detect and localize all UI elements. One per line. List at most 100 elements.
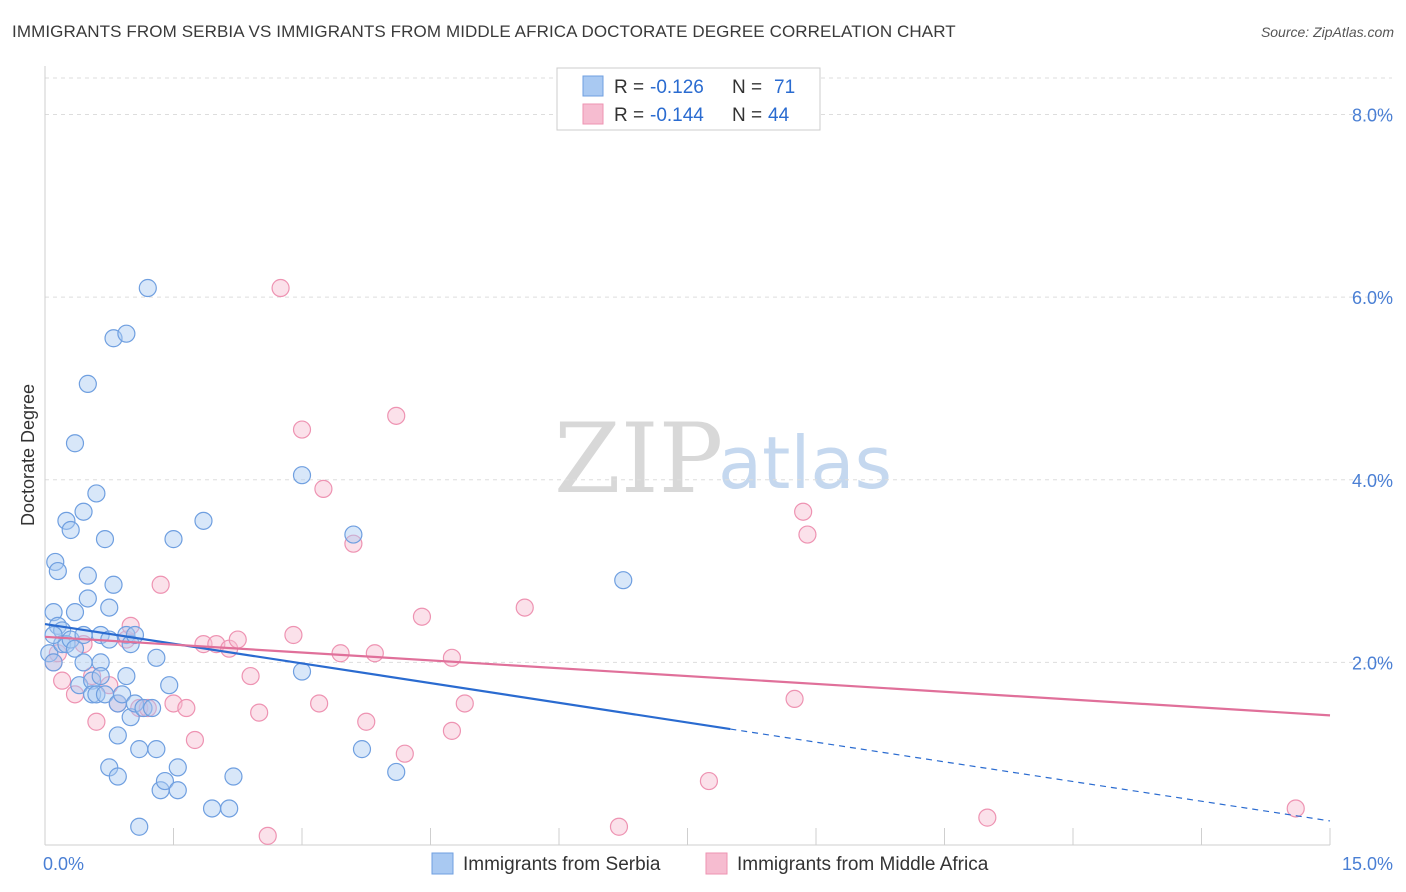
serbia-point-68 <box>387 762 406 782</box>
legend-n-label-2: N = <box>732 105 762 126</box>
serbia-point-47 <box>130 740 149 759</box>
trend-lines <box>44 622 1331 822</box>
middle-africa-point-15 <box>177 698 196 718</box>
serbia-point-9 <box>57 511 76 530</box>
source-label: Source: ZipAtlas.com <box>1260 24 1394 40</box>
serbia-point-2 <box>44 603 63 622</box>
legend-swatch-middle-africa <box>582 103 604 125</box>
serbia-point-30 <box>95 530 115 549</box>
legend-r-label-1: R = <box>614 77 644 98</box>
serbia-point-59 <box>168 758 187 777</box>
middle-africa-point-33 <box>387 406 406 425</box>
serbia-point-19 <box>78 589 97 608</box>
legend-n-value-1: 71 <box>774 77 795 98</box>
serbia-point-18 <box>74 502 93 521</box>
middle-africa-point-2 <box>53 671 72 690</box>
serbia-point-5 <box>48 561 67 581</box>
serbia-point-12 <box>65 639 85 658</box>
middle-africa-point-36 <box>442 648 462 667</box>
serbia-point-39 <box>112 685 132 704</box>
serbia-point-48 <box>130 817 149 836</box>
middle-africa-point-23 <box>258 826 277 845</box>
series-serbia-points <box>40 278 633 836</box>
serbia-point-64 <box>292 466 312 485</box>
middle-africa-point-40 <box>609 817 629 836</box>
serbia-point-52 <box>147 740 166 759</box>
serbia-point-44 <box>121 635 140 654</box>
middle-africa-point-10 <box>121 616 140 635</box>
legend-r-value-2: -0.144 <box>650 105 704 126</box>
serbia-point-66 <box>344 525 363 544</box>
y-tick-label-1: 4.0% <box>1352 471 1393 491</box>
serbia-point-56 <box>160 676 179 695</box>
y-tick-label-0: 2.0% <box>1352 653 1393 673</box>
middle-africa-point-29 <box>331 644 350 663</box>
watermark-atlas: atlas <box>718 421 892 505</box>
middle-africa-point-6 <box>87 712 106 731</box>
bottom-legend-swatch-middle-africa <box>705 852 728 875</box>
serbia-point-60 <box>194 511 213 530</box>
series-middle-africa-points <box>44 278 1305 845</box>
serbia-point-61 <box>202 799 222 818</box>
x-tick-labels: 0.0% 15.0% <box>43 854 1393 874</box>
serbia-point-17 <box>74 653 93 672</box>
middle-africa-trend-line <box>44 635 1331 717</box>
middle-africa-point-35 <box>412 607 432 626</box>
serbia-point-70 <box>44 625 63 645</box>
middle-africa-point-46 <box>1286 799 1305 818</box>
serbia-point-14 <box>65 603 85 622</box>
middle-africa-point-43 <box>794 502 813 521</box>
serbia-point-11 <box>61 520 80 540</box>
serbia-point-1 <box>44 653 63 672</box>
middle-africa-point-38 <box>455 694 474 713</box>
middle-africa-point-34 <box>395 744 414 763</box>
middle-africa-point-24 <box>271 278 290 298</box>
middle-africa-point-21 <box>241 666 260 686</box>
serbia-point-13 <box>65 434 85 453</box>
x-tick-label-1: 15.0% <box>1342 854 1393 874</box>
series-legend: Immigrants from Serbia Immigrants from M… <box>431 852 989 875</box>
serbia-point-63 <box>224 767 243 786</box>
serbia-point-31 <box>100 598 119 617</box>
watermark-zip: ZIP <box>554 403 723 515</box>
y-axis-label: Doctorate Degree <box>18 384 38 526</box>
middle-africa-point-42 <box>785 689 804 709</box>
serbia-point-22 <box>83 671 102 690</box>
serbia-point-37 <box>108 726 127 745</box>
legend-r-value-1: -0.126 <box>650 77 704 98</box>
serbia-point-51 <box>142 698 162 718</box>
serbia-point-65 <box>292 662 312 681</box>
middle-africa-point-44 <box>798 525 817 544</box>
serbia-point-42 <box>117 324 136 343</box>
y-tick-label-3: 8.0% <box>1352 106 1393 126</box>
serbia-point-62 <box>220 799 239 818</box>
middle-africa-point-13 <box>151 575 170 594</box>
serbia-point-50 <box>138 278 157 298</box>
serbia-trend-extension <box>730 728 1331 822</box>
middle-africa-point-39 <box>515 598 534 617</box>
serbia-point-40 <box>117 666 136 686</box>
middle-africa-point-25 <box>284 625 303 645</box>
y-tick-labels: 2.0% 4.0% 6.0% 8.0% <box>1352 106 1393 674</box>
middle-africa-point-27 <box>310 694 329 713</box>
middle-africa-point-37 <box>442 721 462 740</box>
serbia-point-27 <box>91 653 110 672</box>
chart-title: IMMIGRANTS FROM SERBIA VS IMMIGRANTS FRO… <box>12 22 956 41</box>
bottom-legend-label-middle-africa: Immigrants from Middle Africa <box>737 854 989 875</box>
serbia-point-23 <box>83 685 102 704</box>
middle-africa-point-41 <box>699 771 719 791</box>
middle-africa-point-30 <box>344 534 363 553</box>
legend-n-value-2: 44 <box>768 105 790 126</box>
gridlines <box>45 77 1392 663</box>
y-tick-label-2: 6.0% <box>1352 288 1393 308</box>
serbia-point-21 <box>78 374 97 393</box>
middle-africa-point-20 <box>228 630 247 649</box>
serbia-point-67 <box>352 740 372 759</box>
serbia-point-28 <box>91 666 110 686</box>
bottom-legend-label-serbia: Immigrants from Serbia <box>463 854 661 875</box>
axes <box>44 66 1331 846</box>
serbia-point-38 <box>108 767 127 786</box>
legend-r-label-2: R = <box>614 105 644 126</box>
middle-africa-point-32 <box>365 644 384 663</box>
